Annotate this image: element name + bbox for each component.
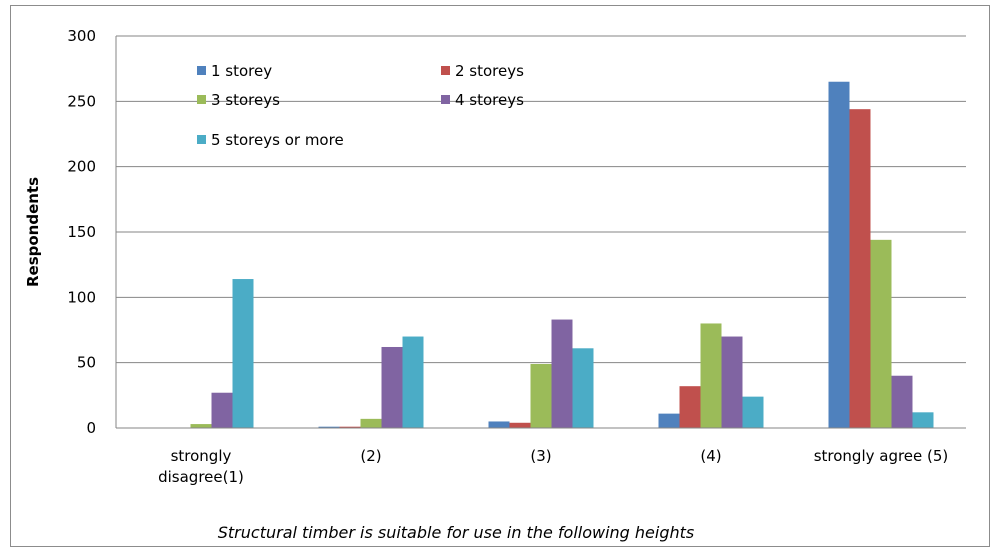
category-labels: strongly disagree(1) (2) (3) (4) strongly agr…	[158, 447, 948, 486]
bar	[211, 392, 233, 428]
bar	[381, 346, 403, 428]
legend: 1 storey 2 storeys 3 storeys 4 storeys 5 sto…	[197, 62, 524, 149]
bar	[658, 413, 680, 428]
legend-label: 4 storeys	[455, 91, 524, 109]
chart-frame: 0 50 100 150 200 250 300 strongly disagree(1) (2…	[10, 5, 990, 547]
bar	[402, 336, 424, 428]
legend-swatch	[197, 135, 206, 144]
legend-swatch	[441, 66, 450, 75]
x-tick-label: strongly	[171, 447, 232, 465]
legend-label: 5 storeys or more	[211, 131, 344, 149]
x-tick-label: (2)	[360, 447, 381, 465]
bar	[742, 396, 764, 428]
bar	[318, 426, 340, 428]
x-tick-label: (4)	[700, 447, 721, 465]
legend-label: 1 storey	[211, 62, 272, 80]
legend-label: 3 storeys	[211, 91, 280, 109]
bar	[721, 336, 743, 428]
axes	[115, 36, 966, 429]
legend-swatch	[197, 66, 206, 75]
bar	[488, 421, 510, 428]
bars	[190, 81, 934, 428]
bar	[360, 418, 382, 428]
legend-swatch	[197, 95, 206, 104]
bar	[190, 424, 212, 428]
bar	[912, 412, 934, 428]
bar	[551, 319, 573, 428]
bar	[679, 386, 701, 428]
gridlines	[116, 35, 966, 429]
x-tick-label: disagree(1)	[158, 468, 244, 486]
y-tick-label: 150	[67, 223, 96, 241]
bar	[339, 426, 361, 428]
bar	[700, 323, 722, 428]
x-axis-title: Structural timber is suitable for use in…	[218, 523, 695, 542]
y-tick-label: 100	[67, 288, 96, 306]
y-tick-label: 0	[86, 419, 96, 437]
y-tick-label: 250	[67, 92, 96, 110]
tick-labels: 0 50 100 150 200 250 300	[67, 27, 96, 437]
x-tick-label: (3)	[530, 447, 551, 465]
y-axis-title: Respondents	[24, 177, 42, 287]
legend-label: 2 storeys	[455, 62, 524, 80]
y-tick-label: 300	[67, 27, 96, 45]
bar	[849, 109, 871, 428]
bar	[828, 81, 850, 428]
y-tick-label: 200	[67, 158, 96, 176]
bar	[232, 279, 254, 428]
bar	[530, 363, 552, 428]
legend-swatch	[441, 95, 450, 104]
y-tick-label: 50	[77, 354, 96, 372]
x-tick-label: strongly agree (5)	[814, 447, 949, 465]
bar	[870, 239, 892, 428]
bar	[509, 422, 531, 428]
bar	[891, 375, 913, 428]
bar-chart: 0 50 100 150 200 250 300 strongly disagree(1) (2…	[24, 27, 966, 542]
bar	[572, 348, 594, 428]
